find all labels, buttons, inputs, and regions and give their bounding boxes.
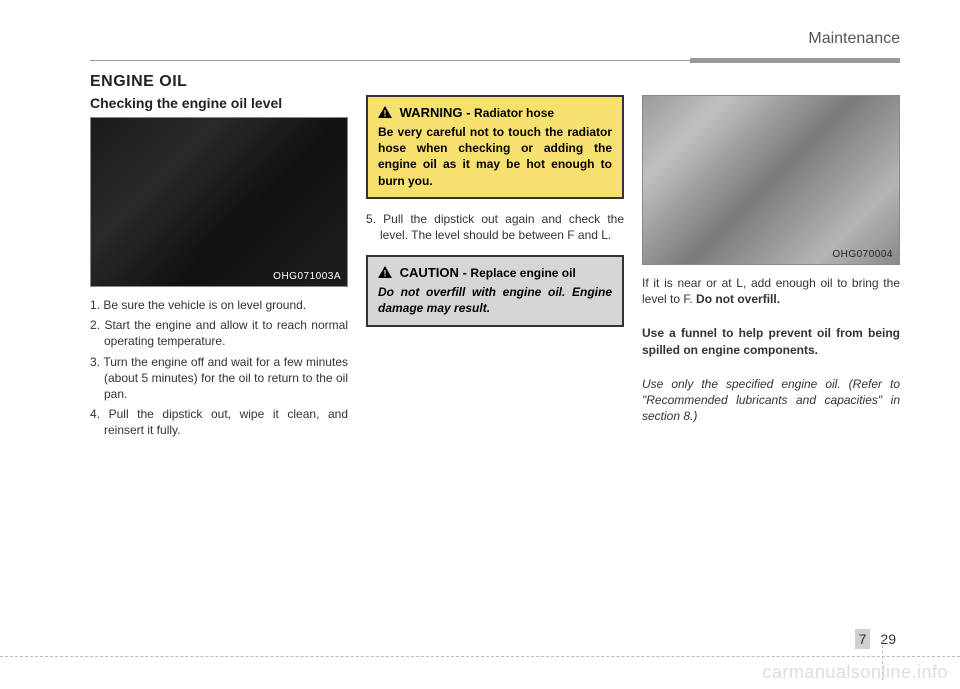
warning-label: WARNING - xyxy=(400,105,471,120)
chapter-title: Maintenance xyxy=(808,30,900,47)
svg-text:!: ! xyxy=(384,109,387,119)
svg-text:!: ! xyxy=(384,269,387,279)
warning-body: Be very careful not to touch the radiato… xyxy=(378,124,612,189)
column-1: Checking the engine oil level OHG071003A… xyxy=(90,95,348,443)
figure-code: OHG071003A xyxy=(273,271,341,282)
procedure-list: Be sure the vehicle is on level ground. … xyxy=(90,297,348,439)
section-title: ENGINE OIL xyxy=(90,73,900,91)
figure-oil-fill: OHG070004 xyxy=(642,95,900,265)
para-text-bold: Do not overfill. xyxy=(696,292,780,306)
step-item: Start the engine and allow it to reach n… xyxy=(90,317,348,349)
column-2: ! WARNING - Radiator hose Be very carefu… xyxy=(366,95,624,443)
page-number: 29 xyxy=(876,629,900,649)
page-footer: 7 29 xyxy=(855,629,900,649)
watermark-text: carmanualsonline.info xyxy=(762,662,948,683)
content-columns: Checking the engine oil level OHG071003A… xyxy=(90,95,900,443)
caution-subject: Replace engine oil xyxy=(470,266,575,280)
chapter-number: 7 xyxy=(855,629,871,649)
paragraph: If it is near or at L, add enough oil to… xyxy=(642,275,900,307)
procedure-list-cont: Pull the dipstick out again and check th… xyxy=(366,211,624,243)
figure-dipstick: OHG071003A xyxy=(90,117,348,287)
warning-title: ! WARNING - Radiator hose xyxy=(378,105,612,120)
chapter-header: Maintenance xyxy=(90,30,900,52)
crop-mark-bottom xyxy=(0,656,960,657)
warning-callout: ! WARNING - Radiator hose Be very carefu… xyxy=(366,95,624,199)
warning-triangle-icon: ! xyxy=(378,106,392,118)
column-3: OHG070004 If it is near or at L, add eno… xyxy=(642,95,900,443)
manual-page: Maintenance ENGINE OIL Checking the engi… xyxy=(0,0,960,689)
step-item: Pull the dipstick out, wipe it clean, an… xyxy=(90,406,348,438)
caution-label: CAUTION - xyxy=(400,265,467,280)
caution-title: ! CAUTION - Replace engine oil xyxy=(378,265,612,280)
paragraph-italic: Use only the specified engine oil. (Refe… xyxy=(642,376,900,425)
caution-triangle-icon: ! xyxy=(378,266,392,278)
caution-body: Do not overfill with engine oil. Engine … xyxy=(378,284,612,316)
warning-subject: Radiator hose xyxy=(474,106,554,120)
header-rule xyxy=(90,60,900,61)
paragraph-bold: Use a funnel to help prevent oil from be… xyxy=(642,325,900,357)
step-item: Turn the engine off and wait for a few m… xyxy=(90,354,348,403)
step-item: Pull the dipstick out again and check th… xyxy=(366,211,624,243)
figure-code: OHG070004 xyxy=(832,249,893,260)
caution-callout: ! CAUTION - Replace engine oil Do not ov… xyxy=(366,255,624,326)
step-item: Be sure the vehicle is on level ground. xyxy=(90,297,348,313)
subheading: Checking the engine oil level xyxy=(90,95,348,111)
